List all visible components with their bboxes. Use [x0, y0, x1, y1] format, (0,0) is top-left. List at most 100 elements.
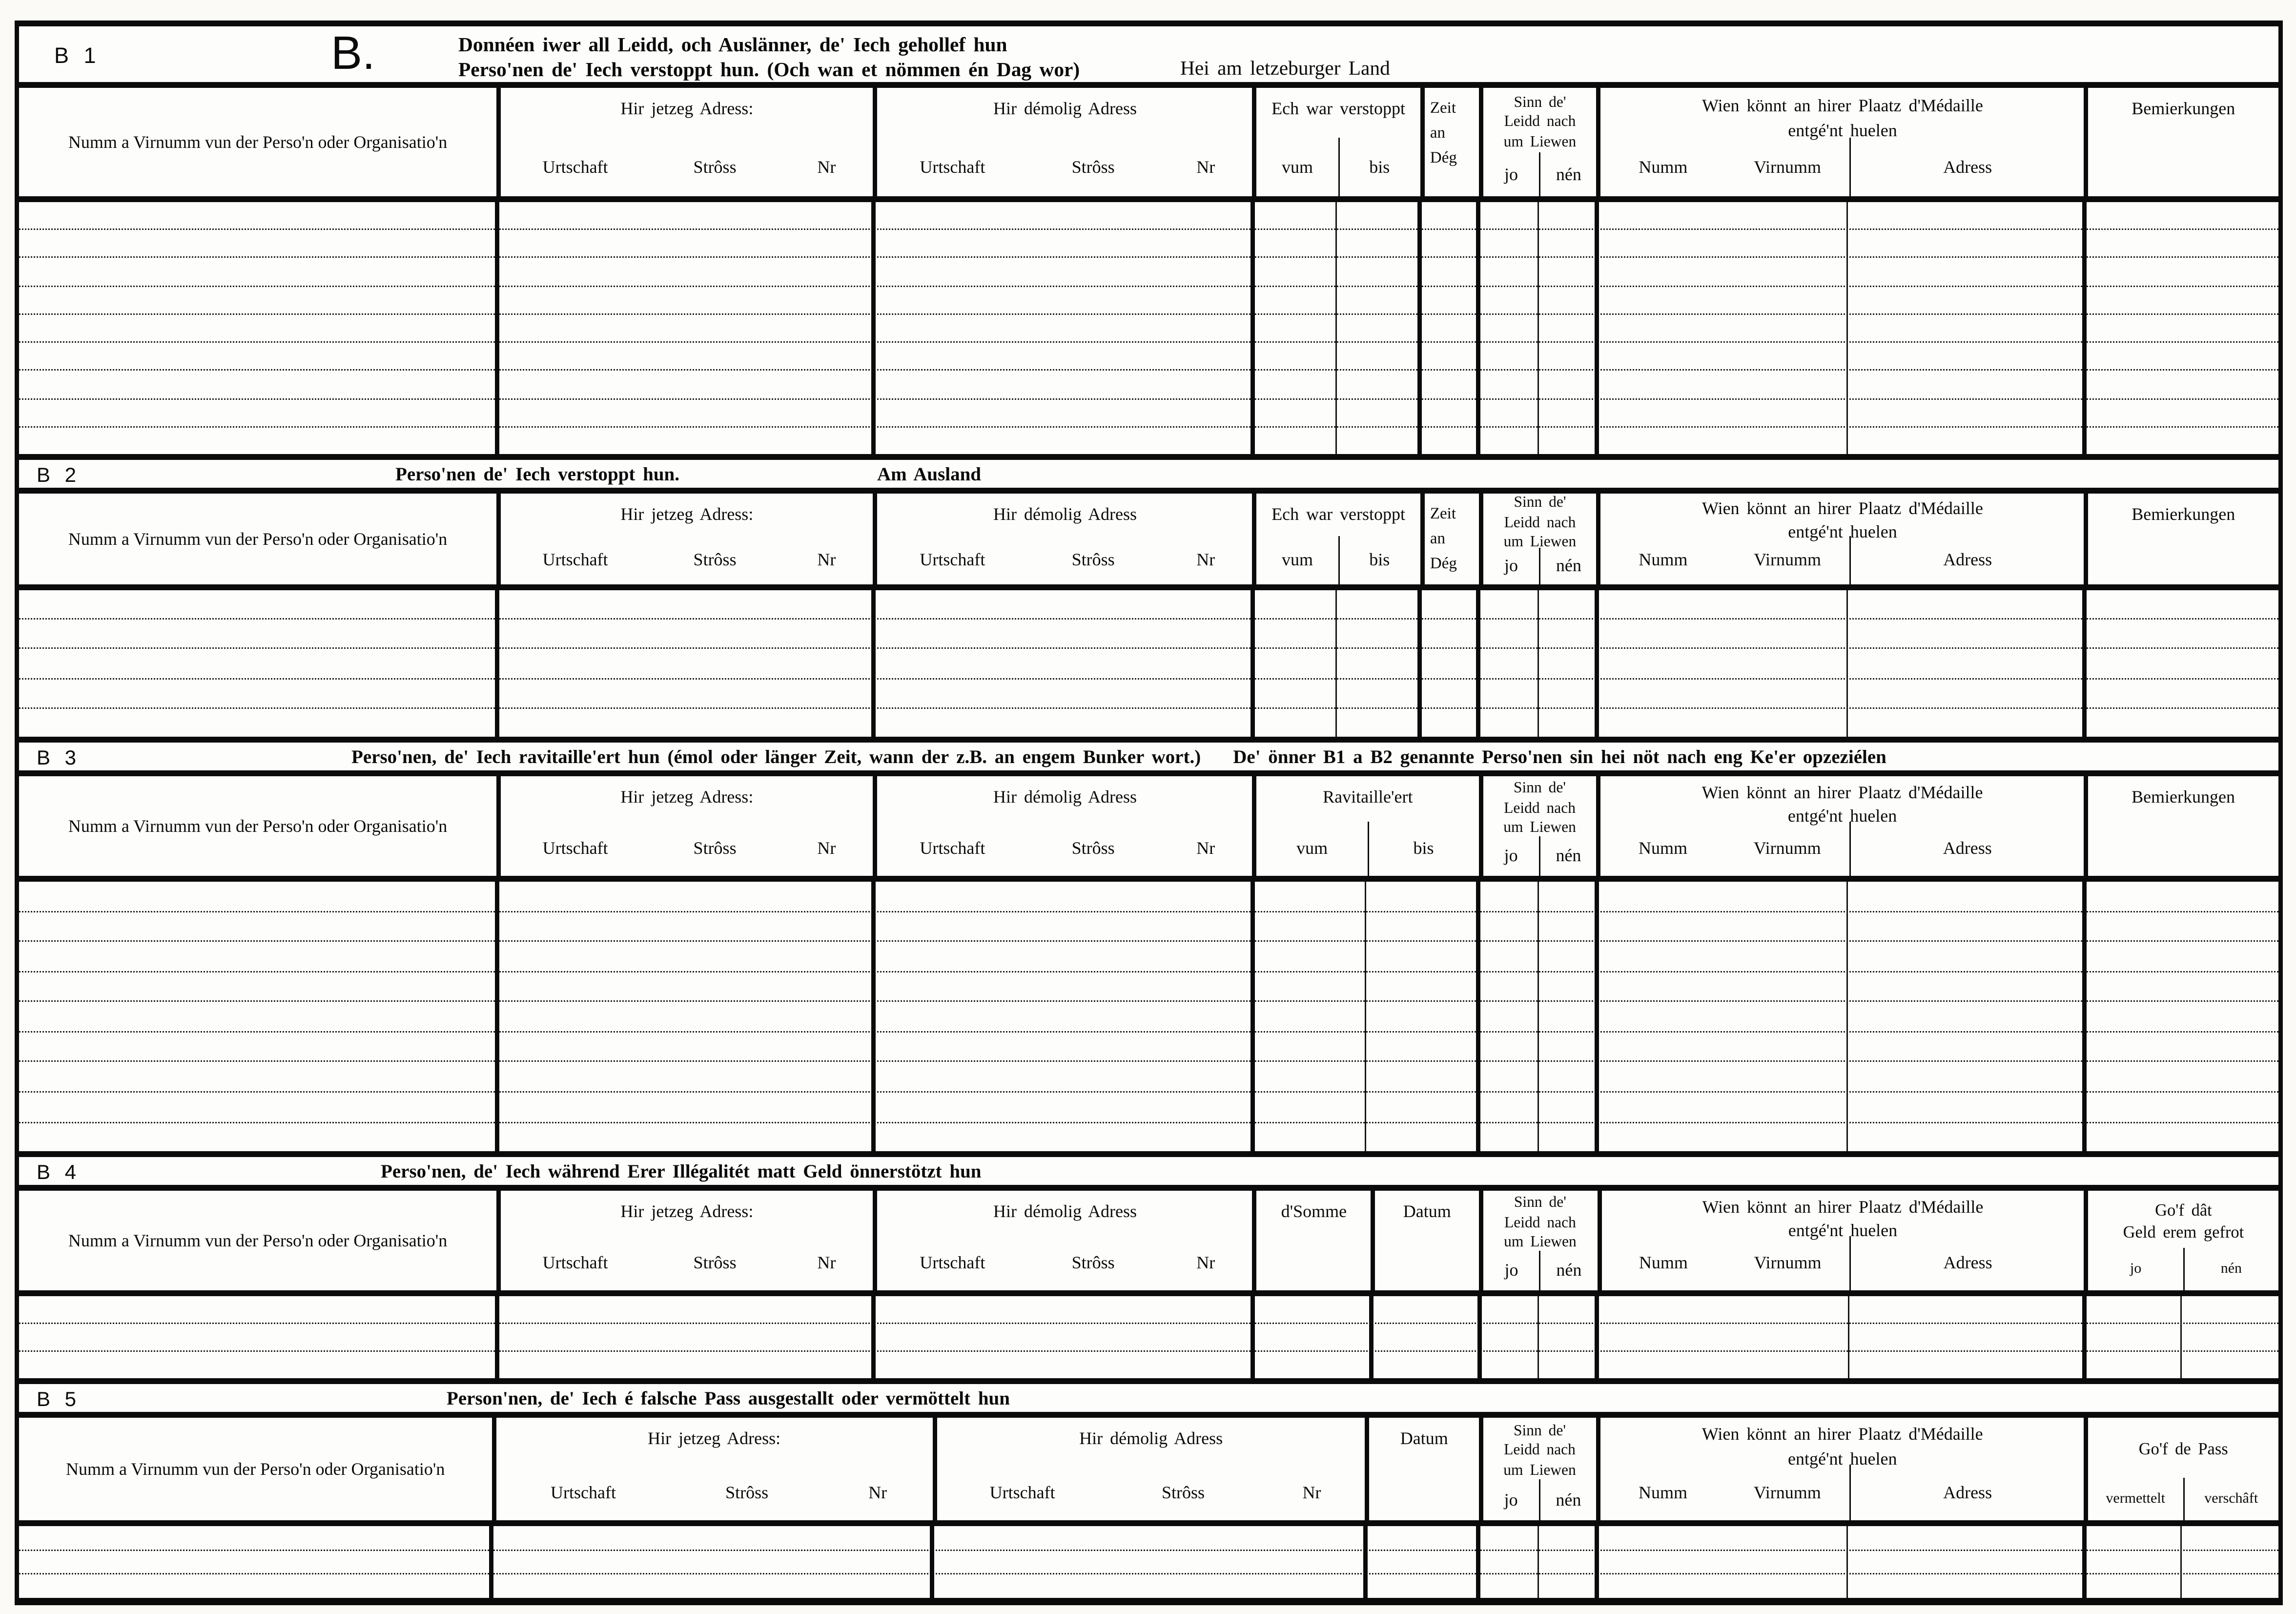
b4-fillin-rows [19, 1296, 2278, 1378]
column-divider [871, 1296, 876, 1378]
col-name-label: Numm a Virnumm vun der Perso'n oder Orga… [68, 1229, 448, 1250]
ruled-line-space [19, 1575, 2278, 1598]
section-b4-id: B 4 [37, 1159, 81, 1183]
col-sinn-line: Sinn de' [1514, 95, 1566, 111]
ruled-line [19, 1062, 2278, 1093]
column-divider [494, 1296, 499, 1378]
col-zeit-line: an [1430, 530, 1446, 548]
b1-col-medaille: Wien könnt an hirer Plaatz d'Médaille en… [1597, 88, 2084, 196]
col-urtschaft-label: Urtschaft [920, 838, 985, 859]
col-zeit-line: Dég [1430, 149, 1457, 167]
col-jo-label: jo [1504, 555, 1518, 576]
b4-col-datum: Datum [1371, 1191, 1479, 1290]
b1-col-demolig-adress: Hir démolig Adress Urtschaft Strôss Nr [873, 88, 1253, 196]
b5-col-sinn-um-liewen: Sinn de' Leidd nach um Liewen jo nén [1478, 1418, 1597, 1520]
form-letter: B. [331, 26, 375, 79]
col-stross-label: Strôss [725, 1481, 769, 1502]
col-virnumm-label: Virnumm [1754, 1252, 1822, 1273]
col-sinn-line: Sinn de' [1513, 1423, 1566, 1439]
section-b3-title: Perso'nen, de' Iech ravitaille'ert hun (… [351, 745, 1201, 767]
b1-col-jetzeg-adress: Hir jetzeg Adress: Urtschaft Strôss Nr [496, 88, 873, 196]
b5-col-name: Numm a Virnumm vun der Perso'n oder Orga… [19, 1418, 492, 1520]
col-wien-line: entgé'nt huelen [1788, 521, 1897, 542]
ruled-line-space [19, 427, 2278, 454]
col-datum-label: Datum [1400, 1428, 1448, 1448]
col-wien-line: Wien könnt an hirer Plaatz d'Médaille [1702, 1196, 1984, 1217]
section-b4-bar: B 4 Perso'nen, de' Iech während Erer Ill… [19, 1151, 2278, 1191]
col-nr-label: Nr [1196, 156, 1215, 177]
b5-fillin-rows [19, 1526, 2278, 1598]
column-divider [1846, 1526, 1848, 1598]
col-jo-label: jo [2130, 1261, 2142, 1278]
col-nen-label: nén [1539, 548, 1597, 584]
b5-col-gof-de-pass: Go'f de Pass vermettelt verschâft [2084, 1418, 2278, 1520]
column-divider [2081, 882, 2086, 1151]
section-b1-title-line1: Donnéen iwer all Leidd, och Auslänner, d… [458, 34, 1007, 56]
ruled-line [19, 1093, 2278, 1123]
form-frame: B 1 B. Donnéen iwer all Leidd, och Auslä… [15, 21, 2283, 1605]
column-divider [1537, 882, 1538, 1151]
ruled-line [19, 1002, 2278, 1033]
section-b4-title: Perso'nen, de' Iech während Erer Illégal… [381, 1159, 982, 1181]
column-divider [1537, 202, 1539, 454]
column-divider [1846, 882, 1848, 1151]
col-nen-label: nén [1539, 1479, 1597, 1520]
b5-col-jetzeg-adress: Hir jetzeg Adress: Urtschaft Strôss Nr [492, 1418, 932, 1520]
ruled-line [19, 1526, 2278, 1551]
ruled-line [19, 399, 2278, 428]
col-jo-label: jo [1504, 845, 1518, 866]
col-jetzeg-label: Hir jetzeg Adress: [620, 98, 754, 119]
ruled-line [19, 620, 2278, 650]
col-name-label: Numm a Virnumm vun der Perso'n oder Orga… [65, 1458, 445, 1479]
col-wien-line: Wien könnt an hirer Plaatz d'Médaille [1702, 782, 1983, 803]
col-nr-label: Nr [817, 549, 836, 570]
col-wien-line: Wien könnt an hirer Plaatz d'Médaille [1702, 95, 1983, 116]
col-bemierkungen-label: Bemierkungen [2132, 786, 2235, 807]
col-adress-label: Adress [1849, 1465, 2084, 1520]
b1-fillin-rows [19, 202, 2278, 454]
column-divider [2082, 1296, 2087, 1378]
b3-col-ravitaillert: Ravitaille'ert vum bis [1252, 776, 1478, 876]
b2-column-headers: Numm a Virnumm vun der Perso'n oder Orga… [19, 494, 2278, 590]
ruled-line-space [19, 1123, 2278, 1152]
column-divider [2082, 590, 2087, 737]
ruled-line [19, 942, 2278, 973]
col-urtschaft-label: Urtschaft [542, 838, 608, 859]
b5-col-datum: Datum [1365, 1418, 1478, 1520]
column-divider [1594, 882, 1599, 1151]
column-divider [1335, 202, 1337, 454]
b3-col-jetzeg-adress: Hir jetzeg Adress: Urtschaft Strôss Nr [496, 776, 873, 876]
col-sinn-line: um Liewen [1503, 1463, 1576, 1479]
col-wien-line: entgé'nt huelen [1788, 119, 1897, 140]
col-nr-label: Nr [868, 1481, 887, 1502]
b1-column-headers: Numm a Virnumm vun der Perso'n oder Orga… [19, 88, 2278, 202]
column-divider [1476, 590, 1481, 737]
col-nen-label: nén [1539, 1250, 1597, 1290]
col-sinn-line: Sinn de' [1514, 1195, 1566, 1211]
col-virnumm-label: Virnumm [1753, 1481, 1821, 1502]
ruled-line [19, 912, 2278, 942]
column-divider [494, 590, 499, 737]
b3-col-sinn-um-liewen: Sinn de' Leidd nach um Liewen jo nén [1478, 776, 1597, 876]
col-sinn-line: Sinn de' [1514, 495, 1566, 512]
ruled-line-space [19, 1352, 2278, 1378]
column-divider [871, 882, 876, 1151]
column-divider [1250, 1296, 1255, 1378]
col-nr-label: Nr [817, 156, 836, 177]
col-numm-label: Numm [1639, 156, 1688, 177]
column-divider [1363, 1526, 1368, 1598]
b3-col-name: Numm a Virnumm vun der Perso'n oder Orga… [19, 776, 496, 876]
col-numm-label: Numm [1638, 838, 1687, 859]
column-divider [494, 882, 499, 1151]
ruled-line [19, 972, 2278, 1002]
col-somme-label: d'Somme [1281, 1201, 1347, 1221]
col-adress-label: Adress [1849, 535, 2084, 584]
col-nr-label: Nr [1196, 1252, 1215, 1273]
col-nen-label: nén [1539, 836, 1597, 876]
col-adress-label: Adress [1850, 1236, 2084, 1290]
col-jo-label: jo [1504, 1489, 1518, 1510]
b3-column-headers: Numm a Virnumm vun der Perso'n oder Orga… [19, 776, 2278, 882]
section-b2-id: B 2 [37, 462, 81, 486]
col-vum-label: vum [1296, 838, 1328, 859]
col-nen-label: nén [1539, 153, 1597, 196]
